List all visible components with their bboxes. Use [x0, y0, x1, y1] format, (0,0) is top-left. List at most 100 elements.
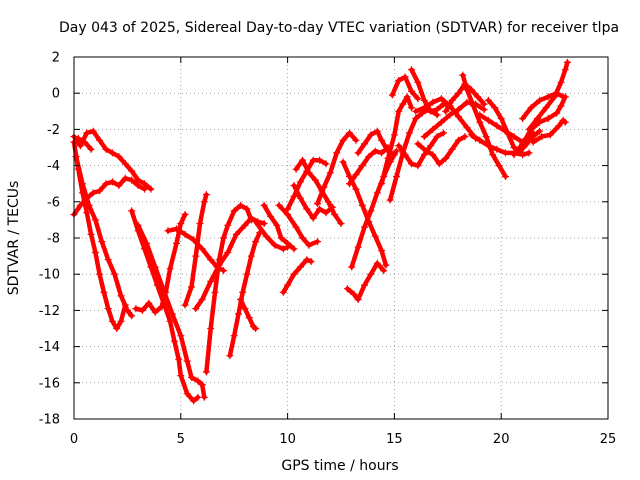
series-arc-12	[202, 201, 255, 376]
data-point-marker	[320, 183, 328, 191]
data-point-marker	[91, 216, 99, 224]
data-point-marker	[314, 200, 321, 208]
data-point-marker	[111, 270, 119, 278]
series-trace	[511, 94, 568, 157]
data-point-marker	[561, 118, 569, 126]
data-point-marker	[329, 203, 336, 211]
data-point-marker	[480, 100, 488, 108]
data-point-marker	[429, 125, 437, 133]
data-point-marker	[433, 106, 441, 113]
data-point-marker	[207, 256, 215, 264]
data-point-marker	[412, 107, 420, 115]
data-point-marker	[414, 162, 422, 170]
data-point-marker	[87, 145, 95, 153]
data-point-marker	[271, 241, 279, 249]
data-point-marker	[437, 95, 445, 103]
data-point-marker	[388, 91, 396, 99]
data-point-marker	[440, 129, 447, 137]
data-point-marker	[83, 209, 91, 217]
data-point-marker	[181, 301, 189, 309]
data-point-marker	[247, 252, 255, 260]
data-point-marker	[557, 102, 565, 110]
data-point-marker	[371, 232, 379, 240]
x-axis-label: GPS time / hours	[281, 458, 398, 474]
series-arc-37	[459, 71, 509, 180]
x-tick-label: 20	[493, 432, 510, 447]
data-point-marker	[121, 174, 129, 182]
series-trace	[460, 72, 508, 179]
data-point-marker	[420, 151, 428, 159]
data-point-marker	[277, 234, 285, 242]
data-point-marker	[177, 220, 185, 227]
data-point-marker	[226, 352, 234, 360]
data-point-marker	[190, 397, 198, 405]
data-point-marker	[296, 194, 304, 202]
series-arc-18	[275, 201, 321, 249]
data-point-marker	[427, 107, 435, 115]
data-point-marker	[455, 136, 462, 144]
data-point-marker	[194, 377, 202, 385]
data-point-marker	[361, 223, 368, 231]
data-point-marker	[134, 221, 142, 229]
data-point-marker	[373, 189, 381, 197]
data-point-marker	[224, 249, 232, 256]
data-point-marker	[147, 185, 155, 193]
y-tick-label: -16	[39, 376, 60, 391]
y-tick-label: -6	[47, 195, 60, 210]
data-point-marker	[296, 263, 304, 271]
data-point-marker	[382, 261, 390, 269]
data-point-marker	[91, 249, 99, 256]
data-point-marker	[173, 239, 180, 247]
data-point-marker	[474, 93, 482, 101]
data-point-marker	[448, 96, 456, 104]
data-point-marker	[365, 153, 373, 161]
series-arc-4	[72, 153, 136, 320]
series-arc-16	[260, 201, 298, 253]
data-point-marker	[96, 270, 104, 278]
data-point-marker	[408, 160, 415, 168]
data-point-marker	[230, 207, 238, 215]
series-arc-15	[252, 218, 292, 253]
data-point-marker	[346, 173, 353, 180]
data-point-marker	[181, 230, 189, 238]
data-point-marker	[252, 238, 260, 246]
data-point-marker	[243, 270, 251, 278]
data-point-marker	[290, 182, 298, 189]
y-tick-label: 0	[52, 87, 60, 102]
data-point-marker	[455, 106, 462, 113]
data-point-marker	[408, 104, 415, 112]
data-point-marker	[352, 185, 360, 193]
data-point-marker	[401, 151, 409, 159]
series-trace	[133, 212, 188, 315]
data-point-marker	[247, 216, 255, 224]
data-point-marker	[378, 180, 386, 188]
data-point-marker	[237, 296, 245, 303]
data-point-marker	[361, 140, 368, 148]
series-arc-42	[525, 58, 571, 133]
data-point-marker	[316, 205, 324, 213]
data-point-marker	[333, 149, 341, 157]
data-point-marker	[307, 258, 315, 265]
data-point-marker	[89, 189, 97, 197]
data-point-marker	[433, 133, 441, 141]
data-point-marker	[352, 136, 360, 144]
data-point-marker	[215, 256, 223, 264]
data-point-marker	[442, 154, 450, 162]
series-group	[70, 58, 571, 405]
data-point-marker	[183, 390, 191, 398]
data-point-marker	[358, 201, 366, 209]
data-point-marker	[239, 288, 247, 296]
series-arc-10	[181, 191, 210, 309]
data-point-marker	[81, 138, 89, 146]
data-point-marker	[373, 127, 381, 135]
data-point-marker	[538, 133, 546, 141]
data-point-marker	[284, 281, 292, 289]
data-point-marker	[311, 176, 319, 184]
data-point-marker	[476, 118, 484, 126]
data-point-marker	[563, 58, 571, 66]
data-point-marker	[339, 158, 347, 166]
data-point-marker	[290, 245, 298, 253]
data-point-marker	[403, 93, 411, 101]
data-point-marker	[437, 118, 445, 126]
